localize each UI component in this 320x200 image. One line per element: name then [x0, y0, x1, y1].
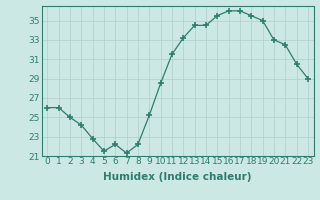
X-axis label: Humidex (Indice chaleur): Humidex (Indice chaleur) — [103, 172, 252, 182]
